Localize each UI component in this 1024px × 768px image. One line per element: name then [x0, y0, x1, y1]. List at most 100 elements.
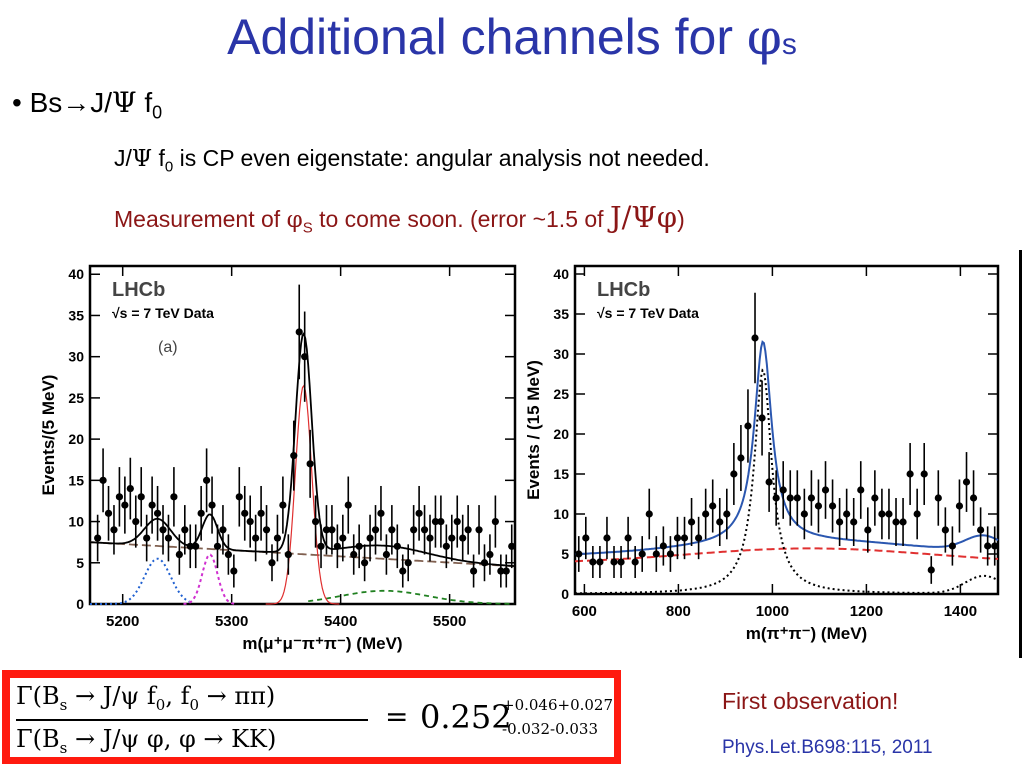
data-point [115, 493, 124, 501]
data-point [864, 526, 872, 534]
y-tick-label: 10 [68, 514, 84, 530]
energy-label: √s = 7 TeV Data [597, 305, 699, 321]
data-point [491, 517, 499, 526]
y-tick-label: 5 [76, 555, 84, 571]
data-point [850, 518, 858, 526]
equals-sign: = [385, 700, 409, 733]
data-point [920, 470, 928, 478]
line1-psi: Ψ [131, 146, 153, 172]
data-point [659, 542, 667, 550]
data-point [836, 518, 844, 526]
data-point [453, 517, 461, 526]
y-tick-label: 35 [553, 306, 569, 322]
slide-title: Additional channels for φs [0, 8, 1024, 66]
data-point [464, 526, 472, 534]
x-tick-label: 5300 [215, 613, 248, 630]
data-point [235, 493, 243, 501]
data-point [279, 501, 287, 509]
data-point [126, 484, 134, 493]
data-point [821, 486, 830, 494]
data-point [99, 476, 107, 484]
data-point [366, 534, 374, 542]
data-point [442, 542, 450, 550]
data-point [137, 493, 145, 501]
y-tick-label: 0 [76, 596, 84, 612]
num-sub-s: s [59, 695, 68, 714]
data-point [153, 509, 162, 517]
data-point [393, 542, 401, 550]
data-point [426, 534, 434, 542]
branching-ratio-box: Γ(Bs → J/ψ f0, f0 → ππ) Γ(Bs → J/ψ φ, φ … [2, 670, 621, 764]
data-point [772, 494, 780, 502]
background-fit-line [575, 547, 998, 563]
data-point [104, 509, 113, 517]
data-point [723, 510, 731, 518]
data-point [469, 567, 478, 575]
data-point [885, 510, 893, 518]
data-point [631, 558, 639, 566]
data-point [110, 526, 118, 534]
bullet-prefix: • Bs [12, 87, 63, 118]
total-fit-line [574, 340, 999, 556]
data-point [934, 494, 942, 502]
y-tick-label: 0 [561, 586, 569, 602]
data-point [603, 534, 611, 542]
y-tick-label: 35 [68, 307, 84, 323]
energy-label: √s = 7 TeV Data [112, 305, 214, 321]
data-point [977, 526, 985, 534]
data-point [306, 460, 314, 468]
data-point [410, 526, 418, 534]
reflection-fit-line-3 [308, 589, 514, 605]
data-point [361, 559, 369, 567]
data-point [508, 542, 516, 550]
data-point [311, 517, 320, 526]
bullet-f-subscript: 0 [152, 102, 163, 123]
data-point [758, 414, 766, 422]
data-point [175, 550, 183, 559]
data-point [322, 526, 331, 534]
formula-inner: Γ(Bs → J/ψ f0, f0 → ππ) Γ(Bs → J/ψ φ, φ … [10, 678, 614, 757]
line2-subscript: S [302, 219, 313, 237]
data-point [208, 501, 216, 509]
data-point [143, 534, 151, 542]
data-point [377, 509, 385, 517]
y-axis-label: Events / (15 MeV) [524, 360, 543, 500]
data-point [404, 559, 412, 567]
data-point [666, 550, 675, 558]
title-subscript: s [781, 28, 797, 61]
title-phi: φ [746, 8, 782, 66]
data-point [219, 526, 227, 534]
x-tick-label: 1400 [944, 603, 977, 620]
data-point [192, 542, 200, 550]
data-point [273, 534, 282, 542]
y-tick-label: 30 [68, 349, 84, 365]
data-point [716, 518, 724, 526]
data-point [301, 353, 309, 361]
data-point [610, 558, 618, 566]
data-point [148, 501, 156, 509]
data-point [843, 510, 851, 518]
y-tick-label: 25 [68, 390, 84, 406]
measurement-text: Measurement of φS to come soon. (error ~… [114, 200, 685, 237]
y-tick-label: 40 [553, 266, 569, 282]
data-point [702, 510, 710, 518]
data-point [295, 328, 303, 336]
y-tick-label: 5 [561, 546, 569, 562]
ratio-error-up: +0.046+0.027 [502, 696, 614, 714]
den-sub-s: s [59, 738, 68, 757]
ratio-error-down: -0.032-0.033 [502, 720, 599, 738]
line1-f: f [152, 145, 165, 171]
data-point [164, 534, 173, 542]
data-point [962, 478, 971, 486]
data-point [941, 526, 949, 534]
arrow-glyph: → [62, 87, 91, 118]
line2-middle: to come soon. (error ~1.5 of [312, 206, 610, 232]
num-sub-0b: 0 [189, 695, 199, 714]
data-point [203, 476, 211, 484]
data-point [475, 526, 483, 534]
lhcb-label: LHCb [112, 279, 165, 301]
data-point [751, 334, 759, 342]
ratio-numerator: Γ(Bs → J/ψ f0, f0 → ππ) [16, 682, 275, 714]
reference-citation: Phys.Let.B698:115, 2011 [722, 737, 933, 758]
data-point [290, 452, 298, 460]
